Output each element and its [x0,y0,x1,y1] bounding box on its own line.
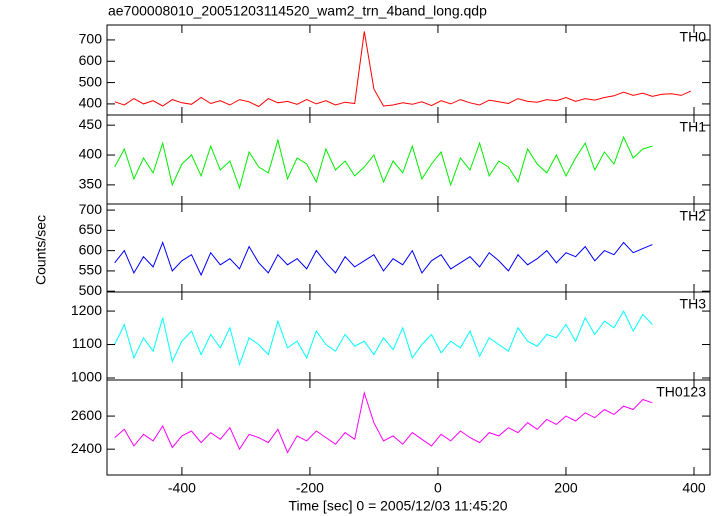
panel-frame [106,24,711,116]
x-tick-label: 0 [434,480,442,496]
series-label: TH0123 [656,384,706,400]
y-tick-label: 350 [79,176,103,192]
y-tick-label: 2400 [71,440,102,456]
y-tick-label: 650 [79,221,103,237]
x-tick-label: -400 [168,480,196,496]
series-label: TH3 [680,296,707,312]
y-tick-label: 1000 [71,369,102,385]
y-tick-label: 700 [79,31,103,47]
x-axis-label: Time [sec] 0 = 2005/12/03 11:45:20 [288,498,507,514]
y-tick-label: 1200 [71,302,102,318]
series-label: TH1 [680,119,707,135]
data-line [114,390,653,454]
y-tick-label: 500 [79,73,103,89]
y-tick-label: 700 [79,201,103,217]
y-tick-label: 550 [79,262,103,278]
y-tick-label: 2600 [71,407,102,423]
y-tick-label: 400 [79,95,103,111]
y-tick-label: 600 [79,52,103,68]
data-line [114,241,653,277]
y-tick-label: 1100 [72,335,102,351]
y-tick-label: 600 [79,241,103,257]
x-tick-label: -200 [296,480,324,496]
series-label: TH2 [680,208,707,224]
data-line [114,310,653,367]
y-axis-label: Counts/sec [33,215,49,285]
x-tick-label: 400 [682,480,706,496]
panel-frame [106,379,711,476]
data-line [114,135,653,190]
chart-title: ae700008010_20051203114520_wam2_trn_4ban… [108,3,487,19]
y-tick-label: 450 [79,116,103,132]
panel-frame [106,114,711,205]
data-line [114,31,692,108]
series-label: TH0 [680,29,707,45]
y-tick-label: 400 [79,146,103,162]
panel-frame [106,291,711,381]
y-tick-label: 500 [79,282,103,298]
x-tick-label: 200 [554,480,578,496]
